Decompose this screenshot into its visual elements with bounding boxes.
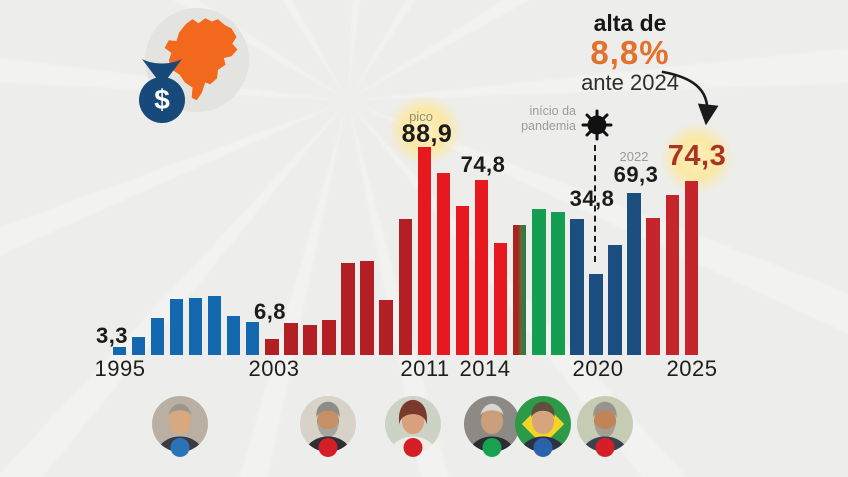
increase-callout: alta de 8,8% ante 2024 (570, 10, 690, 95)
bar-2022 (627, 193, 641, 355)
x-tick-2025: 2025 (666, 356, 718, 381)
curved-arrow-icon (661, 70, 719, 126)
bar-2009 (379, 300, 393, 355)
bar-2006 (322, 319, 336, 355)
bar-2019 (570, 219, 584, 355)
bar-2000 (207, 296, 222, 355)
bar-1995 (112, 347, 126, 355)
value-label-v2022: 69,3 (613, 162, 659, 187)
value-label-v2020: 34,8 (569, 186, 615, 211)
callout-line1: alta de (593, 10, 667, 36)
party-color-dot-dilma (403, 438, 423, 457)
pandemic-label-line2: pandemia (521, 119, 576, 133)
callout-value: 8,8% (590, 34, 670, 71)
brazil-map-icon (164, 18, 238, 101)
pandemic-label: início da pandemia (492, 104, 576, 134)
bar-2018 (551, 212, 565, 355)
bar-1999 (188, 298, 203, 355)
x-tick-1995: 1995 (94, 356, 146, 381)
bar-2011 (417, 147, 432, 355)
value-label-v2025: 74,3 (667, 140, 727, 172)
money-bag-icon (139, 59, 185, 123)
party-color-dot-lula (318, 438, 338, 457)
bar-2012 (436, 173, 451, 355)
bar-1997 (150, 318, 165, 355)
bar-2020 (589, 273, 603, 355)
bar-2010 (398, 219, 413, 355)
virus-icon (581, 109, 613, 141)
value-label-v2011: 88,9 (401, 120, 453, 148)
value-label-v1995: 3,3 (95, 323, 129, 348)
bar-2014 (474, 180, 489, 355)
bar-2025 (684, 181, 699, 355)
pandemic-dashed-line (594, 145, 596, 262)
bar-2008 (360, 261, 374, 355)
party-color-dot-temer (482, 438, 502, 457)
value-label-v2003: 6,8 (253, 299, 287, 324)
bar-1998 (169, 299, 184, 355)
value-label-tag-2022: 2022 (619, 149, 649, 164)
dollar-sign: $ (154, 84, 170, 115)
value-label-v2014: 74,8 (460, 152, 506, 177)
bar-2005 (303, 325, 317, 355)
pandemic-label-line1: início da (529, 104, 576, 118)
x-tick-2011: 2011 (400, 356, 450, 381)
bar-2021 (608, 245, 622, 355)
bar-2003 (265, 339, 279, 355)
bar-2016 (512, 225, 527, 355)
bar-2013 (455, 206, 470, 355)
x-tick-2003: 2003 (248, 356, 300, 381)
value-label-tag-pico: pico (409, 109, 433, 124)
party-color-dot-fhc (170, 438, 190, 457)
bar-2024 (665, 195, 680, 355)
party-color-dot-lula-2 (595, 438, 615, 457)
x-tick-2014: 2014 (459, 356, 511, 381)
x-tick-2020: 2020 (572, 356, 624, 381)
bar-2023 (646, 218, 660, 355)
bar-2002 (245, 322, 260, 355)
president-avatar-lula-2 (577, 396, 633, 452)
callout-line2: ante 2024 (581, 70, 679, 95)
party-color-dot-bolsonaro (533, 438, 553, 457)
bar-2017 (532, 209, 546, 355)
bar-2015 (493, 243, 508, 355)
bar-2001 (226, 315, 241, 355)
bar-2007 (341, 263, 355, 355)
bar-2004 (284, 322, 298, 355)
bar-1996 (131, 337, 146, 355)
